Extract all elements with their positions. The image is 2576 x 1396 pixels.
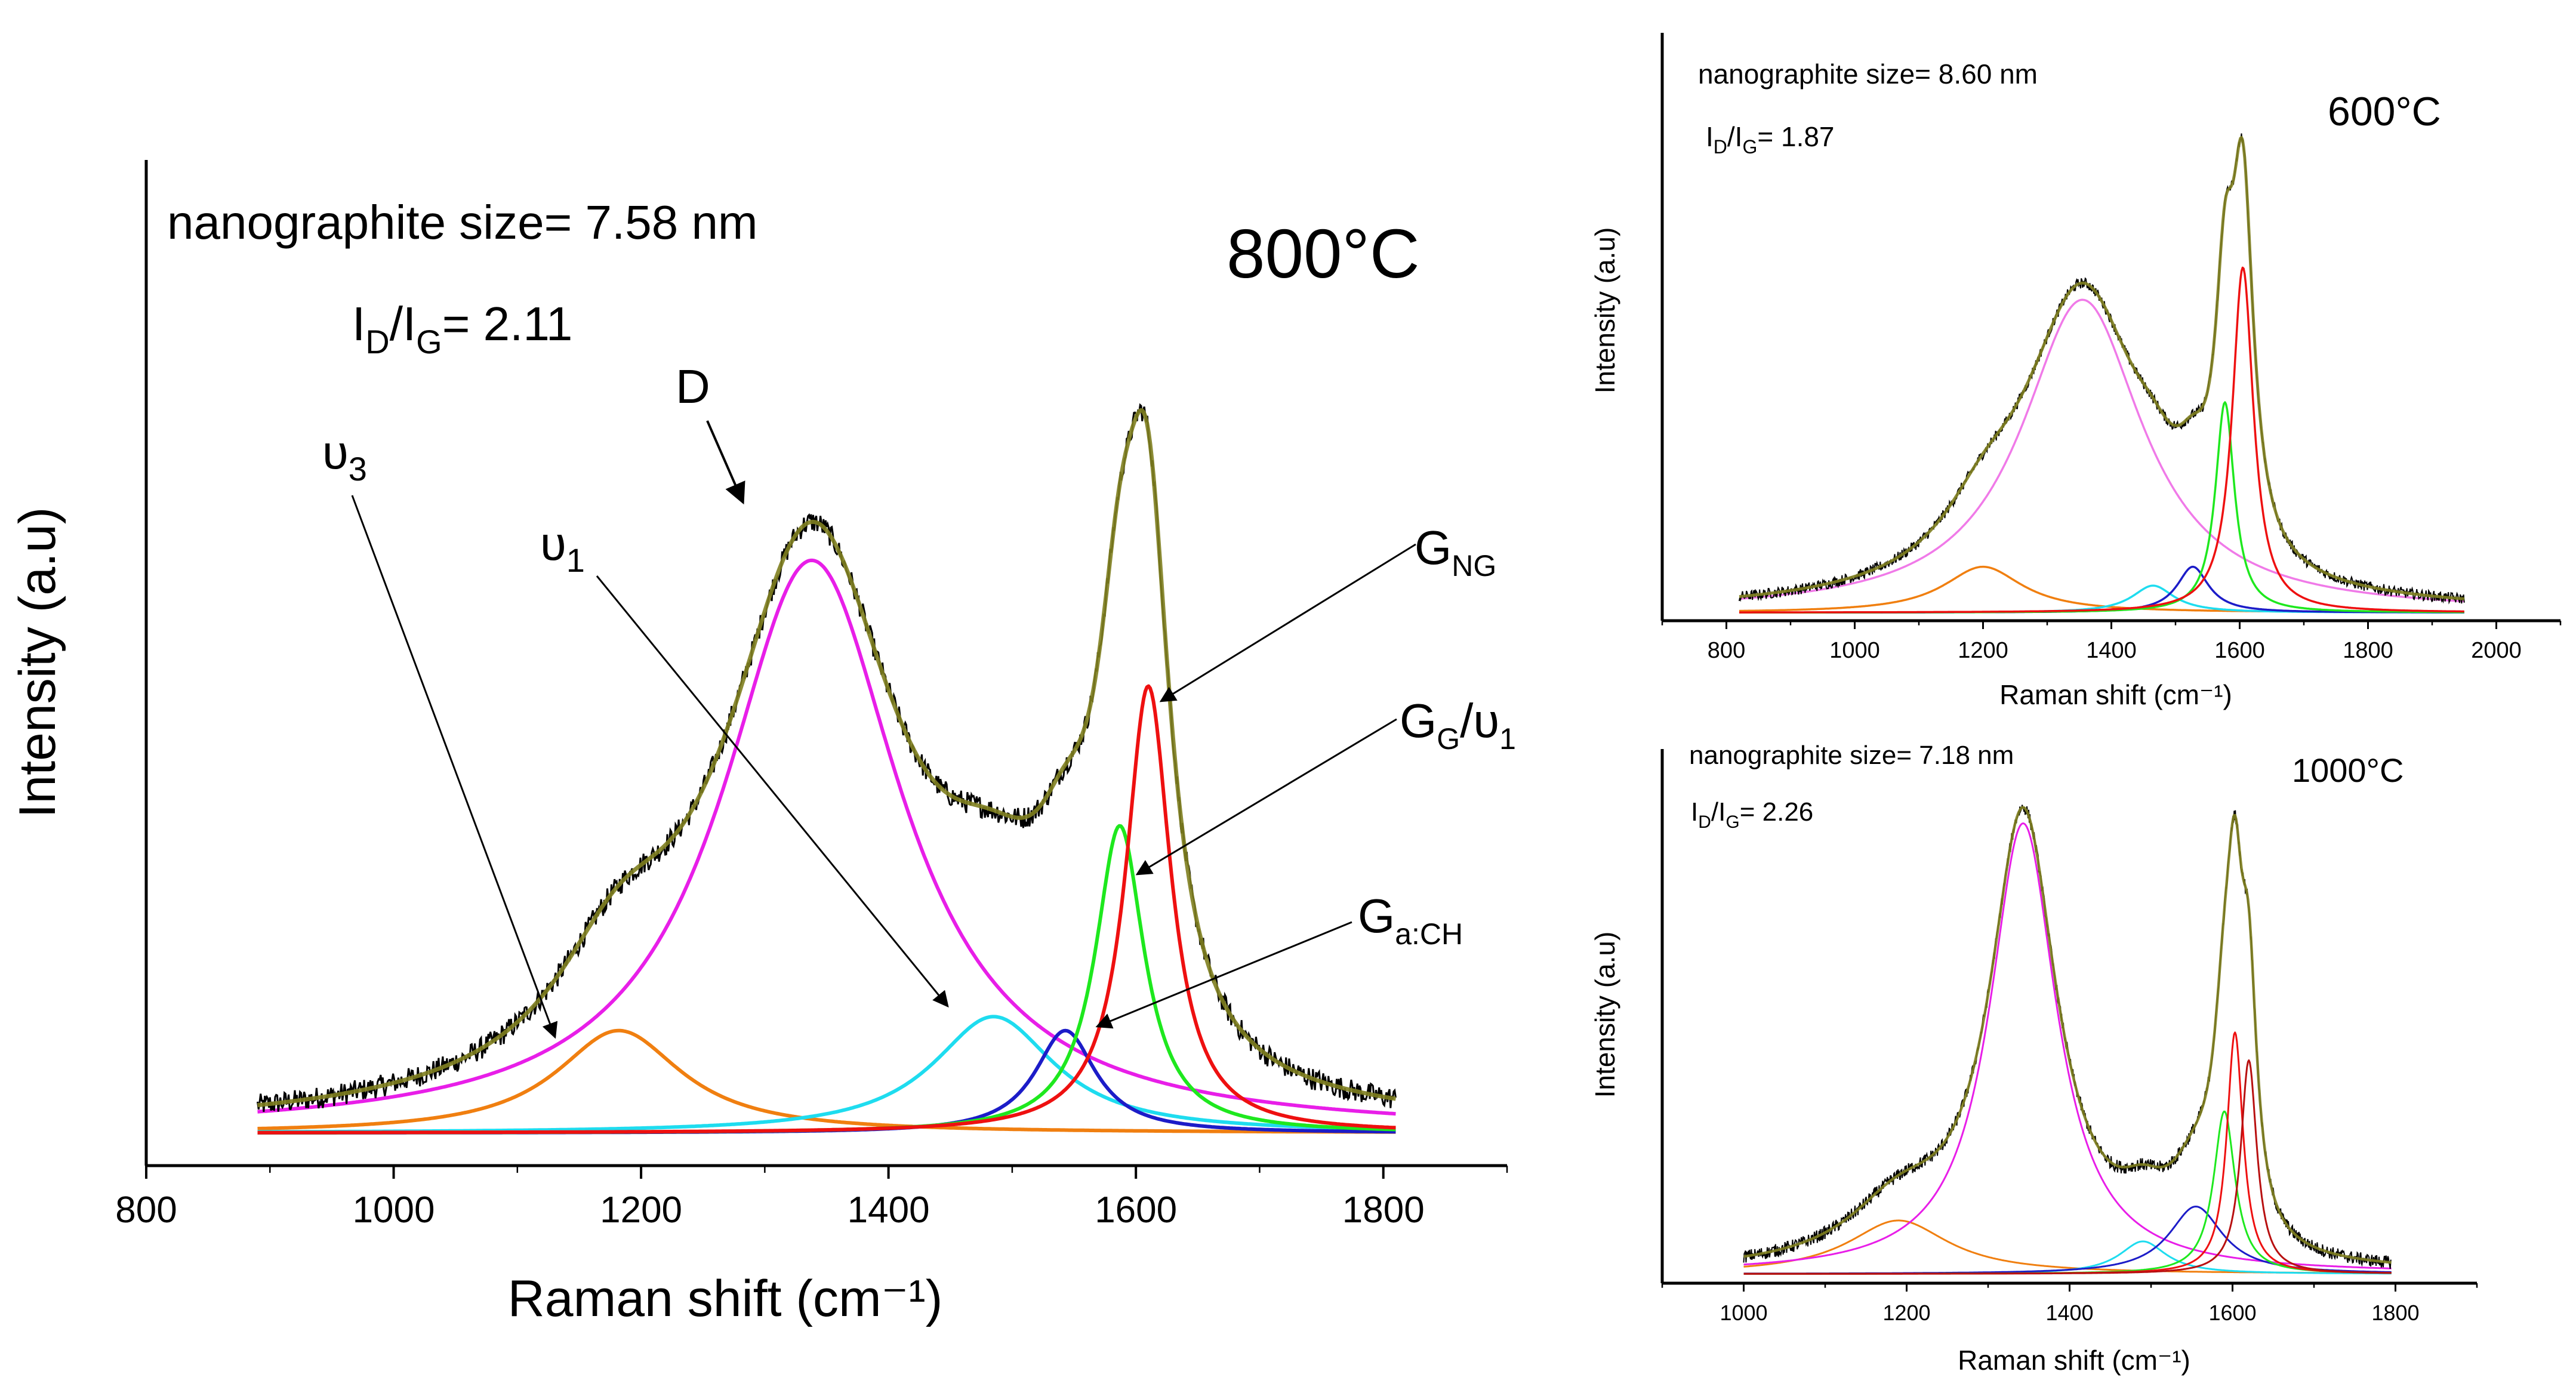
temperature-label: 600°C [2328,89,2441,134]
series-gng2 [1743,1059,2392,1275]
nanographite-size-label: nanographite size= 8.60 nm [1698,58,2038,90]
x-tick-label: 1600 [1095,1189,1177,1231]
arrow-d [706,420,745,505]
series-d [257,558,1396,1116]
series-gng [1739,266,2464,614]
annotation-v3: υ3 [322,426,367,488]
chart-1000c: 1000 1200 1400 1600 1800 Raman shift (cm⁻¹) … [1589,741,2478,1376]
y-axis-label: Intensity (a.u) [1589,932,1620,1098]
x-tick-label: 1200 [1882,1301,1930,1325]
series--3 [257,1028,1396,1134]
x-tick-label: 800 [1708,638,1745,663]
x-axis-label: Raman shift (cm⁻¹) [1958,1345,2190,1376]
series-measured [1743,805,2392,1269]
nanographite-size-label: nanographite size= 7.58 nm [167,196,758,249]
x-tick-label: 1000 [1829,638,1880,663]
arrow-gg [1135,718,1397,876]
series-measured [1739,133,2465,605]
x-ticks: 800 1000 1200 1400 1600 1800 2000 [1661,621,2562,663]
arrow-v1 [596,575,949,1008]
annotation-v1: υ1 [540,517,585,579]
x-tick-label: 1600 [2208,1301,2256,1325]
x-tick-label: 1200 [600,1189,682,1231]
x-tick-label: 1800 [1342,1189,1425,1231]
temperature-label: 800°C [1227,215,1420,292]
x-tick-label: 1400 [2045,1301,2093,1325]
arrow-gng [1159,543,1416,702]
x-tick-label: 800 [115,1189,177,1231]
x-ticks: 1000 1200 1400 1600 1800 [1661,1283,2478,1325]
temperature-label: 1000°C [2292,751,2404,789]
annotation-gg: GG/υ1 [1400,694,1516,756]
series-fit [257,408,1397,1108]
x-tick-label: 1200 [1958,638,2008,663]
x-tick-label: 2000 [2471,638,2522,663]
y-axis-label: Intensity (a.u) [1589,227,1620,394]
x-tick-label: 1800 [2343,638,2393,663]
chart-800c: 800 1000 1200 1400 1600 1800 Raman shift (cm⁻… [9,160,1516,1327]
intensity-ratio-label: ID/IG= 2.26 [1691,797,1813,832]
plot-area [257,403,1397,1135]
intensity-ratio-label: ID/IG= 1.87 [1706,121,1835,158]
chart-600c: 800 1000 1200 1400 1600 1800 2000 Raman shift … [1589,33,2562,710]
plot-area [1743,805,2392,1275]
arrow-gach [1095,921,1352,1029]
x-ticks: 800 1000 1200 1400 1600 1800 [115,1166,1508,1231]
y-axis-label: Intensity (a.u) [9,507,66,818]
x-axis-label: Raman shift (cm⁻¹) [508,1270,943,1327]
x-tick-label: 1600 [2214,638,2265,663]
annotation-gng: GNG [1415,521,1496,583]
x-axis-label: Raman shift (cm⁻¹) [1999,679,2232,710]
series-d [1743,822,2392,1269]
series-gg-1 [1743,1110,2392,1275]
annotation-d: D [676,360,710,413]
arrow-v3 [351,495,558,1039]
nanographite-size-label: nanographite size= 7.18 nm [1689,741,2014,770]
series-gng [257,684,1396,1135]
annotation-gach: Ga:CH [1358,889,1463,951]
intensity-ratio-label: ID/IG= 2.11 [352,297,572,360]
x-tick-label: 1400 [848,1189,930,1231]
series-d [1739,298,2464,603]
series-gg-1 [257,824,1396,1135]
series--3 [1739,565,2464,614]
x-tick-label: 1000 [353,1189,435,1231]
plot-area [1739,133,2465,614]
x-tick-label: 1000 [1720,1301,1767,1325]
x-tick-label: 1400 [2086,638,2137,663]
series-fit [1743,806,2392,1264]
x-tick-label: 1800 [2371,1301,2419,1325]
series-fit [1739,135,2465,600]
